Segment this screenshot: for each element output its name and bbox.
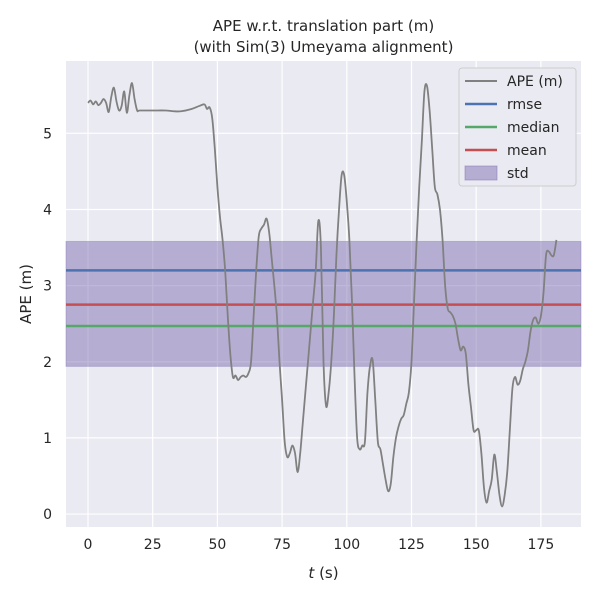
legend-frame <box>458 67 577 187</box>
y-axis-label: APE (m) <box>17 264 35 324</box>
y-tick-label: 2 <box>43 355 52 371</box>
y-tick-label: 5 <box>43 126 52 142</box>
y-tick-label: 0 <box>43 507 52 523</box>
x-tick-label: 150 <box>463 537 490 553</box>
x-tick-label: 175 <box>528 537 555 553</box>
x-axis-label-unit: (s) <box>314 564 338 582</box>
x-tick-label: 125 <box>398 537 425 553</box>
y-tick-label: 4 <box>43 202 52 218</box>
legend-label-median: median <box>507 120 559 136</box>
legend-label-ape: APE (m) <box>507 74 563 90</box>
legend-swatch-std <box>464 165 498 181</box>
x-tick-labels: 0 25 50 75 100 125 150 175 <box>84 537 555 553</box>
x-tick-label: 75 <box>273 537 291 553</box>
legend-label-mean: mean <box>507 143 547 159</box>
legend: APE (m) rmse median mean std <box>458 67 577 187</box>
x-axis-label: t (s) <box>308 564 338 582</box>
chart-title: APE w.r.t. translation part (m) <box>213 17 434 35</box>
ape-series-line <box>87 82 558 508</box>
legend-label-rmse: rmse <box>507 97 542 113</box>
series-group <box>87 82 558 508</box>
legend-label-std: std <box>507 166 529 182</box>
x-tick-label: 0 <box>84 537 93 553</box>
x-axis-label-var: t <box>308 564 315 582</box>
x-tick-label: 25 <box>144 537 162 553</box>
y-tick-labels: 0 1 2 3 4 5 <box>43 126 52 523</box>
x-tick-label: 50 <box>208 537 226 553</box>
x-tick-label: 100 <box>333 537 360 553</box>
y-tick-label: 3 <box>43 279 52 295</box>
y-tick-label: 1 <box>43 431 52 447</box>
chart-subtitle: (with Sim(3) Umeyama alignment) <box>194 38 454 56</box>
